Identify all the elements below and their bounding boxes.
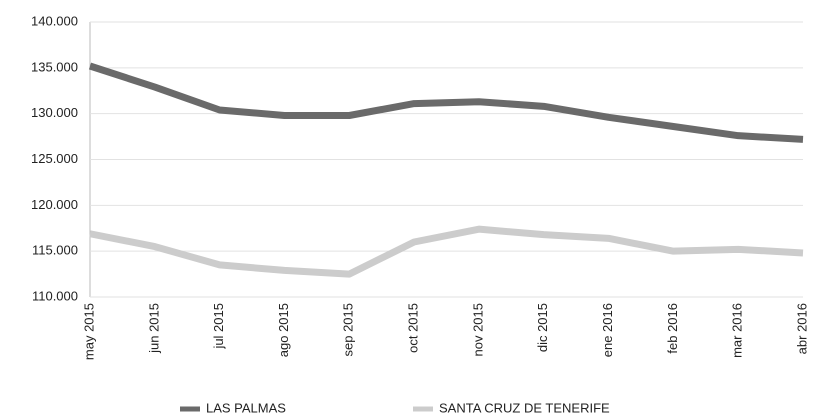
x-tick-label: may 2015: [81, 303, 96, 360]
legend-label: LAS PALMAS: [206, 400, 286, 415]
legend-label: SANTA CRUZ DE TENERIFE: [439, 400, 610, 415]
line-series: [88, 62, 804, 143]
x-tick-label: nov 2015: [470, 303, 485, 357]
x-tick-label: ene 2016: [600, 303, 615, 357]
y-tick-label: 125.000: [31, 151, 78, 166]
y-tick-label: 140.000: [31, 13, 78, 28]
y-tick-label: 130.000: [31, 105, 78, 120]
x-tick-label: oct 2015: [406, 303, 421, 353]
x-tick-label: mar 2016: [730, 303, 745, 358]
x-tick-label: feb 2016: [665, 303, 680, 354]
y-tick-label: 120.000: [31, 197, 78, 212]
line-series: [89, 225, 804, 278]
y-tick-label: 135.000: [31, 59, 78, 74]
x-tick-label: jun 2015: [146, 303, 161, 354]
x-tick-label: ago 2015: [276, 303, 291, 357]
x-tick-label: dic 2015: [535, 303, 550, 352]
y-tick-label: 110.000: [32, 288, 78, 303]
x-tick-label: jul 2015: [211, 303, 226, 350]
y-tick-label: 115.000: [32, 243, 78, 258]
x-tick-label: abr 2016: [794, 303, 809, 354]
x-tick-label: sep 2015: [341, 303, 356, 357]
